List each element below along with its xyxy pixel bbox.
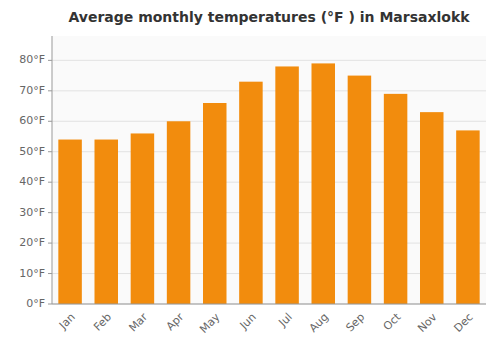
y-tick (48, 121, 52, 122)
x-axis: Jan Feb Mar Apr May Jun Jul Aug Sep Oct Nov Dec (52, 304, 486, 336)
bar (348, 76, 372, 304)
y-tick (48, 304, 52, 305)
y-tick-label: 50°F (19, 145, 45, 158)
x-tick-label: Oct (381, 310, 404, 333)
y-axis-line (52, 36, 53, 304)
bar (94, 140, 118, 304)
y-tick (48, 243, 52, 244)
y-tick (48, 151, 52, 152)
bars (58, 63, 479, 304)
y-tick (48, 60, 52, 61)
x-tick-label: Apr (164, 310, 187, 333)
y-tick-label: 10°F (19, 267, 45, 280)
grid-line (52, 60, 486, 61)
y-tick-label: 0°F (26, 297, 45, 310)
bar (167, 121, 191, 304)
x-tick-label: Jun (237, 311, 259, 333)
y-tick-label: 30°F (19, 206, 45, 219)
x-tick-label: Mar (126, 310, 150, 334)
bar (239, 82, 263, 304)
bar (58, 140, 82, 304)
x-tick-label: Nov (415, 310, 440, 335)
bar (420, 112, 444, 304)
chart-container: Average monthly temperatures (°F ) in Ma… (0, 0, 500, 350)
x-tick-label: May (197, 310, 223, 336)
plot-background (52, 36, 486, 304)
x-tick-label: Jul (276, 311, 295, 330)
x-tick-label: Feb (91, 311, 114, 334)
x-tick-label: Sep (343, 311, 367, 335)
y-tick-label: 40°F (19, 175, 45, 188)
x-tick-label: Aug (307, 311, 331, 335)
y-tick-label: 60°F (19, 114, 45, 127)
y-tick-label: 20°F (19, 236, 45, 249)
page: {"chart_data": {"type": "bar", "title": … (0, 0, 500, 350)
y-tick (48, 90, 52, 91)
grid-line (52, 90, 486, 91)
x-axis-line (52, 304, 486, 305)
y-tick-label: 80°F (19, 53, 45, 66)
y-tick (48, 212, 52, 213)
x-tick-label: Dec (451, 311, 475, 335)
grid-line (52, 304, 486, 305)
y-axis: 0°F 10°F 20°F 30°F 40°F 50°F 60°F 70°F 80°F (19, 36, 52, 310)
y-tick-label: 70°F (19, 84, 45, 97)
bar (384, 94, 408, 304)
bar (203, 103, 227, 304)
chart-svg: Average monthly temperatures (°F ) in Ma… (0, 0, 500, 350)
bar (456, 130, 480, 304)
bar (311, 63, 335, 304)
y-tick (48, 273, 52, 274)
bar (275, 66, 299, 304)
chart-title: Average monthly temperatures (°F ) in Ma… (68, 9, 470, 25)
y-tick (48, 182, 52, 183)
bar (131, 133, 155, 304)
grid (52, 60, 486, 304)
x-tick-label: Jan (56, 311, 78, 333)
